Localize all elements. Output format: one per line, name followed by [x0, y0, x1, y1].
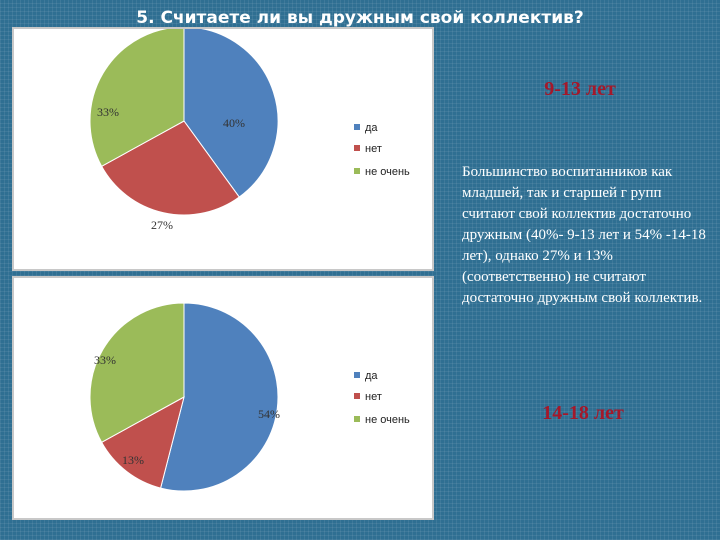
pie-slice-ne-ochen [89, 302, 185, 443]
legend-swatch-ne-ochen [354, 168, 360, 174]
legend-swatch-net [354, 393, 360, 399]
chart-panel-14-18: 54% 13% 33% да нет не очень [12, 276, 434, 520]
legend-label-ne-ochen: не очень [365, 414, 410, 426]
pie-chart-14-18: 54% 13% 33% да нет не очень [89, 302, 410, 492]
legend-label-net: нет [365, 391, 382, 403]
chart-panel-9-13: 40% 27% 33% да нет не очень [12, 27, 434, 271]
pie-slice-da [160, 302, 279, 492]
age-group-heading-9-13: 9-13 лет [544, 78, 616, 100]
pie-slice-da [183, 29, 279, 198]
pie-slice-ne-ochen [89, 29, 185, 167]
age-group-heading-14-18: 14-18 лет [542, 402, 624, 424]
slide-title: 5. Считаете ли вы дружным свой коллектив… [136, 8, 584, 28]
data-label-ne-ochen: 33% [94, 353, 116, 367]
legend-swatch-ne-ochen [354, 416, 360, 422]
legend-label-da: да [365, 122, 378, 134]
data-label-da: 40% [223, 116, 245, 130]
data-label-net: 13% [122, 453, 144, 467]
description-text: Большинство воспитанников как младшей, т… [462, 164, 706, 306]
legend-swatch-net [354, 145, 360, 151]
pie-chart-9-13: 40% 27% 33% да нет не очень [89, 29, 410, 232]
data-label-net: 27% [151, 218, 173, 232]
data-label-ne-ochen: 33% [97, 105, 119, 119]
pie-slice-net [100, 396, 185, 489]
legend-swatch-da [354, 372, 360, 378]
legend-label-da: да [365, 370, 378, 382]
pie-slice-net [100, 120, 240, 216]
legend-label-net: нет [365, 143, 382, 155]
data-label-da: 54% [258, 407, 280, 421]
legend-label-ne-ochen: не очень [365, 166, 410, 178]
legend-swatch-da [354, 124, 360, 130]
